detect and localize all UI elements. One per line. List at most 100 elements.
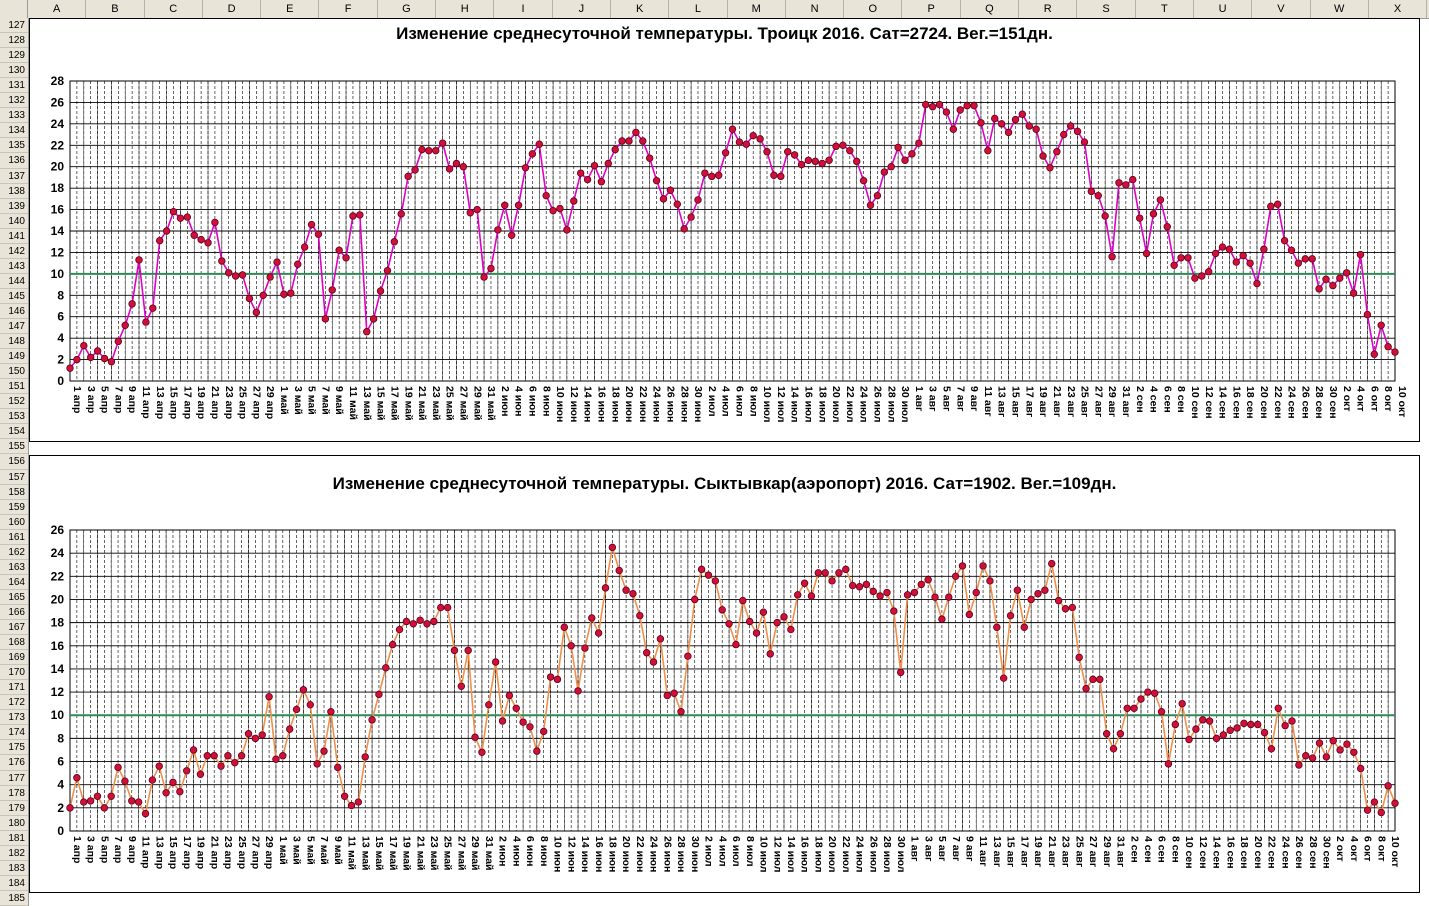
row-header[interactable]: 175 xyxy=(0,740,28,756)
row-header[interactable]: 153 xyxy=(0,409,28,425)
row-header[interactable]: 132 xyxy=(0,93,28,109)
column-header-W[interactable]: W xyxy=(1311,0,1369,18)
row-header[interactable]: 164 xyxy=(0,575,28,590)
row-header[interactable]: 184 xyxy=(0,876,28,891)
column-header-L[interactable]: L xyxy=(669,0,728,18)
row-header[interactable]: 177 xyxy=(0,771,28,786)
column-header-V[interactable]: V xyxy=(1252,0,1311,18)
data-point xyxy=(1240,719,1248,728)
data-point xyxy=(1123,704,1131,712)
column-header-C[interactable]: C xyxy=(145,0,203,18)
row-header[interactable]: 138 xyxy=(0,184,28,199)
row-header[interactable]: 149 xyxy=(0,349,28,365)
row-header[interactable]: 180 xyxy=(0,816,28,831)
row-header[interactable]: 140 xyxy=(0,214,28,229)
row-header[interactable]: 143 xyxy=(0,259,28,274)
x-tick-label: 10 июн xyxy=(552,836,564,872)
column-header-G[interactable]: G xyxy=(378,0,437,18)
row-header[interactable]: 163 xyxy=(0,560,28,575)
column-header-H[interactable]: H xyxy=(436,0,495,18)
row-header[interactable]: 154 xyxy=(0,424,28,440)
row-header[interactable]: 168 xyxy=(0,635,28,651)
row-header[interactable]: 162 xyxy=(0,545,28,560)
row-header[interactable]: 141 xyxy=(0,229,28,244)
row-header[interactable]: 172 xyxy=(0,695,28,711)
row-header[interactable]: 148 xyxy=(0,334,28,350)
row-header[interactable]: 166 xyxy=(0,605,28,621)
chart-troitsk[interactable]: Изменение среднесуточной температуры. Тр… xyxy=(29,18,1420,442)
row-header[interactable]: 179 xyxy=(0,801,28,816)
column-header-N[interactable]: N xyxy=(786,0,845,18)
data-point xyxy=(636,611,644,620)
column-header-B[interactable]: B xyxy=(86,0,145,18)
row-header[interactable]: 157 xyxy=(0,470,28,485)
row-header[interactable]: 182 xyxy=(0,846,28,861)
x-tick-label: 4 окт xyxy=(1348,836,1360,862)
column-header-P[interactable]: P xyxy=(903,0,961,18)
row-header[interactable]: 131 xyxy=(0,78,28,94)
column-header-D[interactable]: D xyxy=(203,0,262,18)
row-header[interactable]: 169 xyxy=(0,650,28,666)
chart-syktyvkar[interactable]: Изменение среднесуточной температуры. Сы… xyxy=(29,455,1420,893)
row-header[interactable]: 147 xyxy=(0,319,28,335)
data-point xyxy=(1225,245,1234,253)
x-tick-label: 24 июл xyxy=(854,836,866,872)
row-header[interactable]: 165 xyxy=(0,590,28,605)
row-header[interactable]: 152 xyxy=(0,394,28,410)
row-header[interactable]: 158 xyxy=(0,485,28,500)
column-header-M[interactable]: M xyxy=(728,0,786,18)
row-header[interactable]: 144 xyxy=(0,274,28,289)
row-header[interactable]: 129 xyxy=(0,48,28,64)
row-header[interactable]: 134 xyxy=(0,123,28,139)
column-header-O[interactable]: O xyxy=(844,0,903,18)
row-header[interactable]: 145 xyxy=(0,289,28,304)
column-header-Q[interactable]: Q xyxy=(961,0,1020,18)
column-header-S[interactable]: S xyxy=(1077,0,1136,18)
row-header[interactable]: 170 xyxy=(0,665,28,681)
row-header[interactable]: 159 xyxy=(0,500,28,515)
row-header[interactable]: 176 xyxy=(0,755,28,771)
column-header-K[interactable]: K xyxy=(611,0,670,18)
row-header[interactable]: 173 xyxy=(0,710,28,726)
row-header[interactable]: 167 xyxy=(0,620,28,636)
row-header[interactable]: 133 xyxy=(0,108,28,124)
row-header[interactable]: 161 xyxy=(0,530,28,545)
data-point xyxy=(292,705,301,714)
row-header[interactable]: 174 xyxy=(0,725,28,741)
x-tick-label: 1 апр xyxy=(71,386,83,413)
row-header[interactable]: 156 xyxy=(0,454,28,470)
row-header[interactable]: 185 xyxy=(0,891,28,906)
row-header[interactable]: 127 xyxy=(0,18,28,34)
data-point xyxy=(485,701,493,709)
row-header[interactable]: 130 xyxy=(0,63,28,79)
row-header[interactable]: 160 xyxy=(0,515,28,530)
x-tick-label: 1 май xyxy=(277,836,289,865)
row-header[interactable]: 146 xyxy=(0,304,28,319)
column-header-I[interactable]: I xyxy=(494,0,553,18)
data-point xyxy=(1122,181,1130,189)
column-header-T[interactable]: T xyxy=(1136,0,1194,18)
row-header[interactable]: 151 xyxy=(0,379,28,395)
column-header-A[interactable]: A xyxy=(28,0,87,18)
select-all-corner[interactable] xyxy=(0,0,28,18)
data-point xyxy=(383,266,392,275)
row-header[interactable]: 155 xyxy=(0,439,28,455)
row-header[interactable]: 139 xyxy=(0,199,28,214)
row-header[interactable]: 136 xyxy=(0,153,28,169)
column-header-F[interactable]: F xyxy=(320,0,378,18)
row-header[interactable]: 135 xyxy=(0,138,28,154)
column-header-J[interactable]: J xyxy=(553,0,611,18)
row-header[interactable]: 128 xyxy=(0,33,28,49)
row-header[interactable]: 171 xyxy=(0,680,28,696)
column-header-R[interactable]: R xyxy=(1019,0,1078,18)
row-header[interactable]: 137 xyxy=(0,169,28,184)
column-header-X[interactable]: X xyxy=(1369,0,1428,18)
column-header-E[interactable]: E xyxy=(261,0,320,18)
row-header[interactable]: 150 xyxy=(0,364,28,380)
row-header[interactable]: 183 xyxy=(0,861,28,876)
data-point xyxy=(938,615,946,623)
column-header-U[interactable]: U xyxy=(1194,0,1253,18)
row-header[interactable]: 142 xyxy=(0,244,28,259)
row-header[interactable]: 178 xyxy=(0,786,28,801)
row-header[interactable]: 181 xyxy=(0,831,28,846)
